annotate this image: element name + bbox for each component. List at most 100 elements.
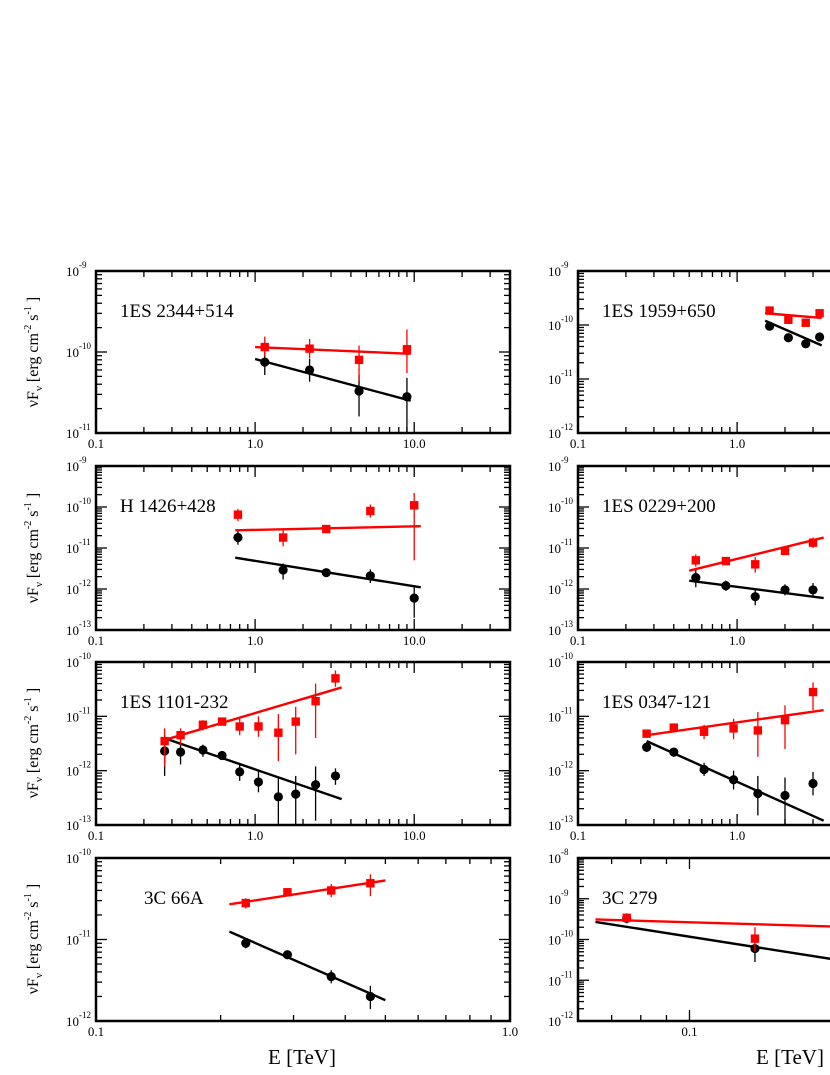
y-tick-label: 10 — [548, 372, 561, 387]
series-deabsorbed — [765, 306, 824, 327]
axis-ticks — [96, 858, 510, 1021]
fit-line — [166, 686, 343, 741]
data-point — [815, 309, 824, 318]
data-point — [354, 386, 364, 396]
data-point — [753, 726, 763, 735]
y-tick-label: 10 — [548, 973, 561, 988]
data-point — [765, 306, 774, 315]
data-point — [721, 556, 731, 566]
axis-ticks — [578, 466, 814, 630]
x-tick-label: 1.0 — [502, 1024, 518, 1039]
data-point — [283, 888, 292, 897]
data-point — [750, 592, 760, 602]
plot-frame — [94, 660, 512, 827]
data-point — [175, 747, 186, 757]
y-tick-label: 10 — [548, 655, 561, 670]
y-tick-label: 10 — [548, 892, 561, 907]
data-point — [815, 332, 825, 342]
y-tick-label: 10 — [66, 426, 79, 441]
series-deabsorbed — [229, 874, 386, 909]
data-point — [751, 560, 760, 569]
y-axis-label: νFν [erg cm-2 s-1 ] — [23, 493, 45, 603]
panel-title: 3C 279 — [602, 888, 657, 909]
x-tick-label: 0.1 — [570, 633, 586, 648]
data-point — [808, 585, 818, 595]
y-tick-label: 10 — [548, 541, 561, 556]
y-tick-exponent: -10 — [561, 496, 573, 506]
data-point — [721, 581, 731, 591]
y-tick-exponent: -12 — [561, 760, 573, 770]
series-deabsorbed — [255, 329, 412, 381]
y-tick-label: 10 — [548, 818, 561, 833]
data-point — [198, 745, 208, 755]
data-point — [291, 717, 300, 726]
data-point — [235, 722, 244, 731]
data-point — [808, 778, 818, 789]
data-point — [274, 728, 283, 737]
y-tick-exponent: -9 — [561, 888, 569, 898]
data-point — [241, 898, 250, 908]
y-tick-exponent: -13 — [561, 814, 573, 824]
fit-line — [765, 312, 822, 320]
data-point — [354, 355, 364, 365]
x-tick-label: 1.0 — [247, 828, 263, 843]
y-tick-label: 10 — [66, 623, 79, 638]
x-tick-label: 10.0 — [403, 828, 426, 843]
y-tick-exponent: -9 — [561, 455, 569, 465]
y-tick-label: 10 — [548, 582, 561, 597]
series-deabsorbed — [688, 536, 824, 573]
fit-line — [595, 918, 830, 928]
y-tick-label: 10 — [548, 764, 561, 779]
y-tick-exponent: -11 — [561, 368, 573, 378]
x-tick-label: 1.0 — [247, 633, 263, 648]
y-tick-exponent: -10 — [79, 651, 91, 661]
y-tick-exponent: -9 — [561, 260, 569, 270]
data-point — [327, 886, 336, 895]
y-tick-exponent: -11 — [79, 537, 91, 547]
data-point — [260, 357, 270, 367]
data-point — [691, 572, 701, 583]
data-point — [402, 345, 412, 354]
x-tick-label: 1.0 — [247, 436, 263, 451]
axis-ticks — [578, 271, 814, 433]
x-tick-label: 10.0 — [403, 633, 426, 648]
y-tick-label: 10 — [66, 345, 79, 360]
y-tick-exponent: -10 — [561, 929, 573, 939]
y-tick-label: 10 — [66, 851, 79, 866]
y-tick-exponent: -12 — [561, 422, 573, 432]
data-point — [669, 723, 678, 732]
fit-line — [229, 879, 386, 906]
series-deabsorbed — [642, 682, 824, 757]
y-tick-label: 10 — [66, 764, 79, 779]
y-tick-exponent: -11 — [79, 929, 91, 939]
y-tick-exponent: -13 — [79, 814, 91, 824]
data-point — [322, 524, 331, 534]
series-observed — [254, 352, 412, 433]
y-tick-exponent: -10 — [561, 314, 573, 324]
data-point — [642, 729, 651, 738]
data-point — [233, 532, 243, 543]
panel-title: 1ES 0229+200 — [602, 496, 716, 517]
y-tick-exponent: -9 — [79, 260, 87, 270]
y-tick-exponent: -12 — [79, 760, 91, 770]
data-point — [366, 506, 375, 516]
y-tick-exponent: -13 — [561, 619, 573, 629]
x-axis-label-right: E [TeV] — [756, 1045, 824, 1069]
y-tick-label: 10 — [548, 933, 561, 948]
axis-ticks — [578, 662, 814, 825]
panel-title: 1ES 1959+650 — [602, 301, 716, 322]
data-point — [750, 934, 760, 943]
data-point — [780, 546, 790, 556]
panel-title: 3C 66A — [144, 888, 204, 909]
series-observed — [228, 930, 386, 1010]
data-point — [784, 315, 793, 324]
y-axis-label-text: νFν [erg cm-2 s-1 ] — [23, 297, 45, 407]
panel-title: 1ES 2344+514 — [120, 301, 234, 322]
y-tick-label: 10 — [548, 459, 561, 474]
y-tick-exponent: -10 — [79, 847, 91, 857]
y-axis-label: νFν [erg cm-2 s-1 ] — [23, 884, 45, 994]
